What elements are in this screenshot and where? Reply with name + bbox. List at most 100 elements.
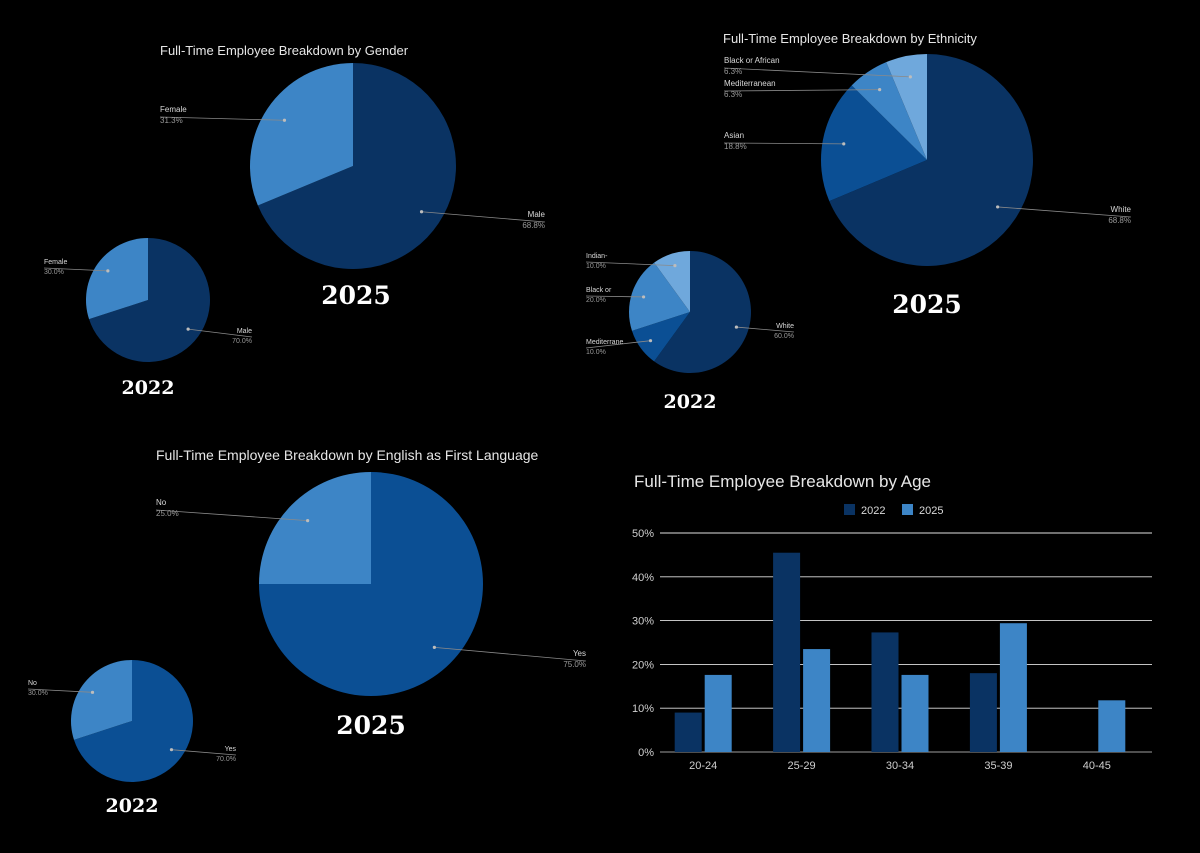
ethnicity-2025-slice-label-3: Black or African [724,56,780,65]
gender-pie-chart: Full-Time Employee Breakdown by Gender Ma… [43,43,546,399]
language-2022-leader-0 [171,749,237,756]
ethnicity-2025-slice-label-2: Mediterranean [724,79,776,88]
language-2022-slice-1 [70,660,132,740]
gender-2022-slice-pct-0: 70.0% [232,338,252,345]
language-2025-leader-0 [434,646,587,662]
ethnicity-2022-slice-0 [654,251,751,373]
language-2022-slice-pct-0: 70.0% [216,756,236,763]
language-2025-leader-1 [155,509,308,522]
language-2025-slice-1 [259,472,371,584]
y-tick-label-3: 30% [632,616,654,628]
gender-2025-slice-label-1: Female [160,105,187,114]
ethnicity-2025-slice-pct-3: 6.3% [724,67,742,76]
language-2025-leader-dot-0 [432,645,436,649]
gender-2025-slice-label-0: Male [528,210,546,219]
gender-2022-leader-dot-1 [106,269,110,273]
age-chart-title: Full-Time Employee Breakdown by Age [634,472,931,491]
ethnicity-2022-slice-3 [654,251,690,312]
gender-year-label-2022: 2022 [122,377,175,399]
language-chart-title: Full-Time Employee Breakdown by English … [156,447,539,463]
ethnicity-2022-slice-label-2: Black or [586,287,612,294]
ethnicity-2022-leader-dot-0 [734,325,739,329]
ethnicity-2025-leader-2 [723,89,880,92]
ethnicity-2022-slice-pct-1: 10.0% [586,349,606,356]
ethnicity-2025-slice-pct-2: 6.3% [724,90,742,99]
ethnicity-2025-slice-label-1: Asian [724,131,744,140]
ethnicity-2022-slice-1 [631,312,690,362]
gender-2025-slice-pct-1: 31.3% [160,116,183,125]
ethnicity-2025-slice-pct-0: 68.8% [1108,216,1131,225]
ethnicity-chart-title: Full-Time Employee Breakdown by Ethnicit… [723,31,977,46]
ethnicity-year-label-2022: 2022 [664,391,717,413]
gender-2022-slice-0 [89,238,210,362]
ethnicity-2025-slice-label-0: White [1111,205,1132,214]
ethnicity-pie-2025: White 68.8% Asian 18.8% Mediterranean 6.3% Bla… [723,54,1132,319]
gender-2025-leader-dot-1 [282,118,287,122]
y-tick-label-5: 50% [632,528,654,540]
ethnicity-2022-leader-dot-2 [641,295,646,299]
ethnicity-2022-leader-0 [736,326,795,333]
ethnicity-2025-slice-0 [829,54,1033,266]
ethnicity-2022-slice-label-0: White [776,323,794,330]
gender-2022-leader-dot-0 [186,327,190,331]
gender-2022-slice-label-1: Female [44,259,67,266]
ethnicity-2022-leader-dot-3 [673,263,677,268]
ethnicity-2025-slice-1 [821,85,927,202]
ethnicity-2022-leader-dot-1 [648,339,653,343]
language-2025-slice-label-1: No [156,498,167,507]
gender-pie-2022: Male 70.0% Female 30.0% 2022 [43,237,253,399]
gender-2025-leader-dot-0 [419,210,424,214]
ethnicity-2025-leader-dot-3 [908,75,912,79]
ethnicity-year-label-2025: 2025 [892,290,962,319]
language-2022-leader-1 [27,688,93,693]
gender-2022-leader-1 [43,267,108,272]
ethnicity-2025-leader-1 [723,142,844,145]
bar-2022-20-24 [674,712,702,752]
ethnicity-2022-slice-pct-2: 20.0% [586,297,606,304]
age-bar-chart: Full-Time Employee Breakdown by Age 2022 2… [632,472,1152,772]
bar-2025-25-29 [803,649,831,752]
gender-chart-title: Full-Time Employee Breakdown by Gender [160,43,409,58]
bar-2022-35-39 [969,673,997,752]
gender-2025-slice-pct-0: 68.8% [522,221,545,230]
ethnicity-pie-2022: White 60.0% Mediterrane 10.0% Black or 20.0% I… [585,251,795,413]
ethnicity-2022-leader-1 [585,340,651,349]
language-2022-slice-pct-1: 30.0% [28,690,48,697]
ethnicity-2022-slice-pct-3: 10.0% [586,263,606,270]
ethnicity-2022-slice-label-1: Mediterrane [586,339,623,346]
ethnicity-2025-leader-0 [997,206,1132,218]
gender-2022-slice-label-0: Male [237,328,252,335]
ethnicity-2025-leader-dot-2 [878,88,882,92]
ethnicity-2025-slice-2 [851,62,927,160]
language-year-label-2025: 2025 [336,711,406,740]
gender-2025-leader-1 [159,116,285,121]
gender-2022-leader-0 [188,328,253,338]
ethnicity-2025-leader-3 [723,67,911,78]
ethnicity-2025-leader-dot-1 [842,142,846,146]
ethnicity-2022-slice-label-3: Indian- [586,253,608,260]
language-2022-leader-dot-1 [90,690,95,694]
gender-year-label-2025: 2025 [321,281,391,310]
bar-2025-30-34 [901,674,929,752]
x-tick-label-40-45: 40-45 [1083,760,1111,772]
ethnicity-2022-leader-2 [585,295,644,298]
language-2025-slice-pct-1: 25.0% [156,509,179,518]
ethnicity-2022-slice-pct-0: 60.0% [774,333,794,340]
ethnicity-2022-leader-3 [585,261,675,266]
y-tick-label-2: 20% [632,659,654,671]
gender-2025-slice-1 [250,63,353,206]
y-tick-label-0: 0% [638,747,654,759]
language-pie-2022: Yes 70.0% No 30.0% 2022 [27,660,237,817]
bar-2025-35-39 [999,623,1027,752]
ethnicity-2025-leader-dot-0 [996,205,1000,209]
gender-pie-2025: Male 68.8% Female 31.3% 2025 [159,63,546,310]
legend-label-2025: 2025 [919,505,943,517]
gender-2025-leader-0 [421,211,546,223]
gender-2022-slice-1 [85,237,148,320]
gender-2022-slice-pct-1: 30.0% [44,269,64,276]
language-2025-slice-label-0: Yes [573,649,586,658]
gender-2025-slice-0 [257,63,456,270]
language-2022-slice-label-1: No [28,680,37,687]
ethnicity-2025-slice-pct-1: 18.8% [724,142,747,151]
